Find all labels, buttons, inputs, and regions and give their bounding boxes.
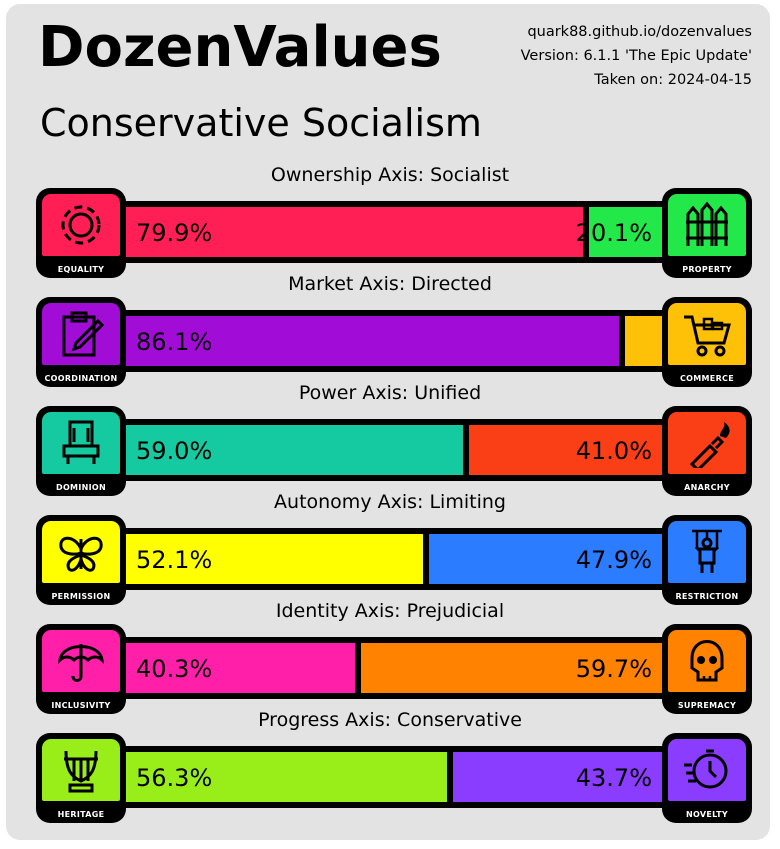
- axis-title: Ownership Axis: Socialist: [270, 164, 510, 186]
- axis-title: Market Axis: Directed: [288, 273, 492, 295]
- bar-segment-right: [453, 752, 702, 802]
- percent-right: 47.9%: [575, 546, 652, 574]
- axis-icon-box-left: HERITAGE: [36, 733, 126, 823]
- value-label: EQUALITY: [57, 265, 105, 274]
- meta-info: quark88.github.io/dozenvalues Version: 6…: [521, 20, 752, 92]
- axis-icon-box-left: COORDINATION: [36, 297, 126, 387]
- value-label: NOVELTY: [685, 810, 729, 819]
- percent-right: 43.7%: [575, 764, 652, 792]
- axis-icon-box-left: INCLUSIVITY: [36, 624, 126, 714]
- axis-icon-box-right: ANARCHY: [662, 406, 752, 496]
- throne-icon: [42, 412, 120, 474]
- bar-segment-left: [126, 643, 355, 693]
- bar-segment-right: [361, 643, 702, 693]
- percent-right: 20.1%: [575, 219, 652, 247]
- value-label: DOMINION: [56, 483, 106, 492]
- axis-bar: 59.0% 41.0%: [76, 419, 712, 481]
- percent-left: 59.0%: [136, 437, 213, 465]
- value-label: COORDINATION: [44, 374, 118, 383]
- value-label: SUPREMACY: [677, 701, 737, 710]
- stopwatch-icon: [668, 739, 746, 801]
- clipboard-icon: [42, 303, 120, 365]
- gear-icon: [42, 194, 120, 256]
- axis-icon-box-left: DOMINION: [36, 406, 126, 496]
- axis-icon-box-left: EQUALITY: [36, 188, 126, 278]
- axis-icon-box-right: NOVELTY: [662, 733, 752, 823]
- axis-title: Identity Axis: Prejudicial: [275, 600, 505, 622]
- lyre-icon: [42, 739, 120, 801]
- molotov-icon: [668, 412, 746, 474]
- axis-icon-box-right: SUPREMACY: [662, 624, 752, 714]
- bar-segment-left: [126, 425, 463, 475]
- axis-icon-box-right: PROPERTY: [662, 188, 752, 278]
- axis-icon-box-right: COMMERCE: [662, 297, 752, 387]
- percent-left: 52.1%: [136, 546, 213, 574]
- percent-left: 56.3%: [136, 764, 213, 792]
- axis-row: 59.0% 41.0% DOMINION ANARCHY: [36, 406, 752, 496]
- percent-right: 41.0%: [575, 437, 652, 465]
- axis-icon-box-left: PERMISSION: [36, 515, 126, 605]
- result-ideology: Conservative Socialism: [40, 101, 482, 145]
- app-title: DozenValues: [38, 15, 442, 80]
- skull-icon: [668, 630, 746, 692]
- axis-bar: 86.1%: [76, 310, 712, 372]
- axis-title: Progress Axis: Conservative: [258, 709, 522, 731]
- axis-bar: 79.9% 20.1%: [76, 201, 712, 263]
- bar-segment-left: [126, 316, 619, 366]
- fence-icon: [668, 194, 746, 256]
- percent-left: 86.1%: [136, 328, 213, 356]
- puppet-icon: [668, 521, 746, 583]
- value-label: INCLUSIVITY: [51, 701, 111, 710]
- value-label: PROPERTY: [682, 265, 732, 274]
- axis-bar: 52.1% 47.9%: [76, 528, 712, 590]
- axis-row: 40.3% 59.7% INCLUSIVITY SUPREMACY: [36, 624, 752, 714]
- value-label: PERMISSION: [51, 592, 111, 601]
- site-url[interactable]: quark88.github.io/dozenvalues: [527, 24, 752, 40]
- butterfly-icon: [42, 521, 120, 583]
- axis-row: 86.1% COORDINATION COMMERCE: [36, 297, 752, 387]
- axis-bar: 56.3% 43.7%: [76, 746, 712, 808]
- bar-segment-left: [126, 752, 447, 802]
- value-label: RESTRICTION: [675, 592, 739, 601]
- version-text: Version: 6.1.1 'The Epic Update': [520, 48, 752, 64]
- percent-left: 40.3%: [136, 655, 213, 683]
- bar-segment-left: [126, 207, 583, 257]
- value-label: ANARCHY: [684, 483, 730, 492]
- axis-row: 79.9% 20.1% EQUALITY PROPERTY: [36, 188, 752, 278]
- bar-segment-left: [126, 534, 423, 584]
- shopping-cart-icon: [668, 303, 746, 365]
- axis-row: 56.3% 43.7% HERITAGE NOVELTY: [36, 733, 752, 823]
- bar-segment-right: [429, 534, 702, 584]
- axis-title: Autonomy Axis: Limiting: [274, 491, 506, 513]
- percent-left: 79.9%: [136, 219, 213, 247]
- umbrella-icon: [42, 630, 120, 692]
- taken-on-text: Taken on: 2024-04-15: [594, 72, 752, 88]
- axis-icon-box-right: RESTRICTION: [662, 515, 752, 605]
- percent-right: 59.7%: [575, 655, 652, 683]
- axis-bar: 40.3% 59.7%: [76, 637, 712, 699]
- value-label: HERITAGE: [57, 810, 105, 819]
- value-label: COMMERCE: [680, 374, 734, 383]
- axis-row: 52.1% 47.9% PERMISSION RESTRICTION: [36, 515, 752, 605]
- axis-title: Power Axis: Unified: [298, 382, 482, 404]
